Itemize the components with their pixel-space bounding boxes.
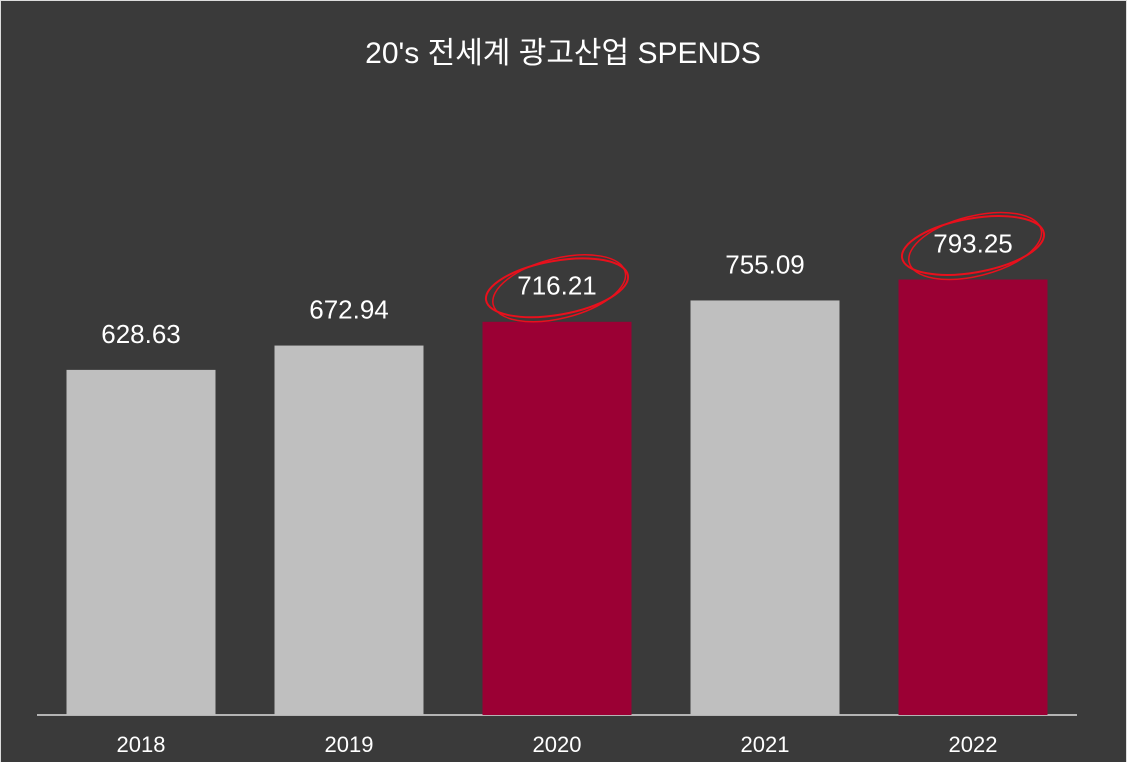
highlight-circle [492,254,627,323]
chart-title: 20's 전세계 광고산업 SPENDS [365,37,761,70]
value-label: 716.21 [517,271,597,301]
value-label: 755.09 [725,249,805,279]
bar [66,369,216,715]
x-tick-label: 2020 [533,732,582,757]
x-tick-label: 2018 [117,732,166,757]
bar [690,300,840,715]
x-tick-label: 2022 [949,732,998,757]
value-label: 628.63 [101,319,181,349]
value-label: 793.25 [933,228,1013,258]
highlight-circle [908,211,1043,281]
x-tick-label: 2021 [741,732,790,757]
bar [274,345,424,715]
x-tick-label: 2019 [325,732,374,757]
highlight-circle [484,257,630,319]
bar [482,321,632,715]
highlight-circle [900,215,1046,276]
bar [898,279,1048,715]
value-label: 672.94 [309,294,389,324]
